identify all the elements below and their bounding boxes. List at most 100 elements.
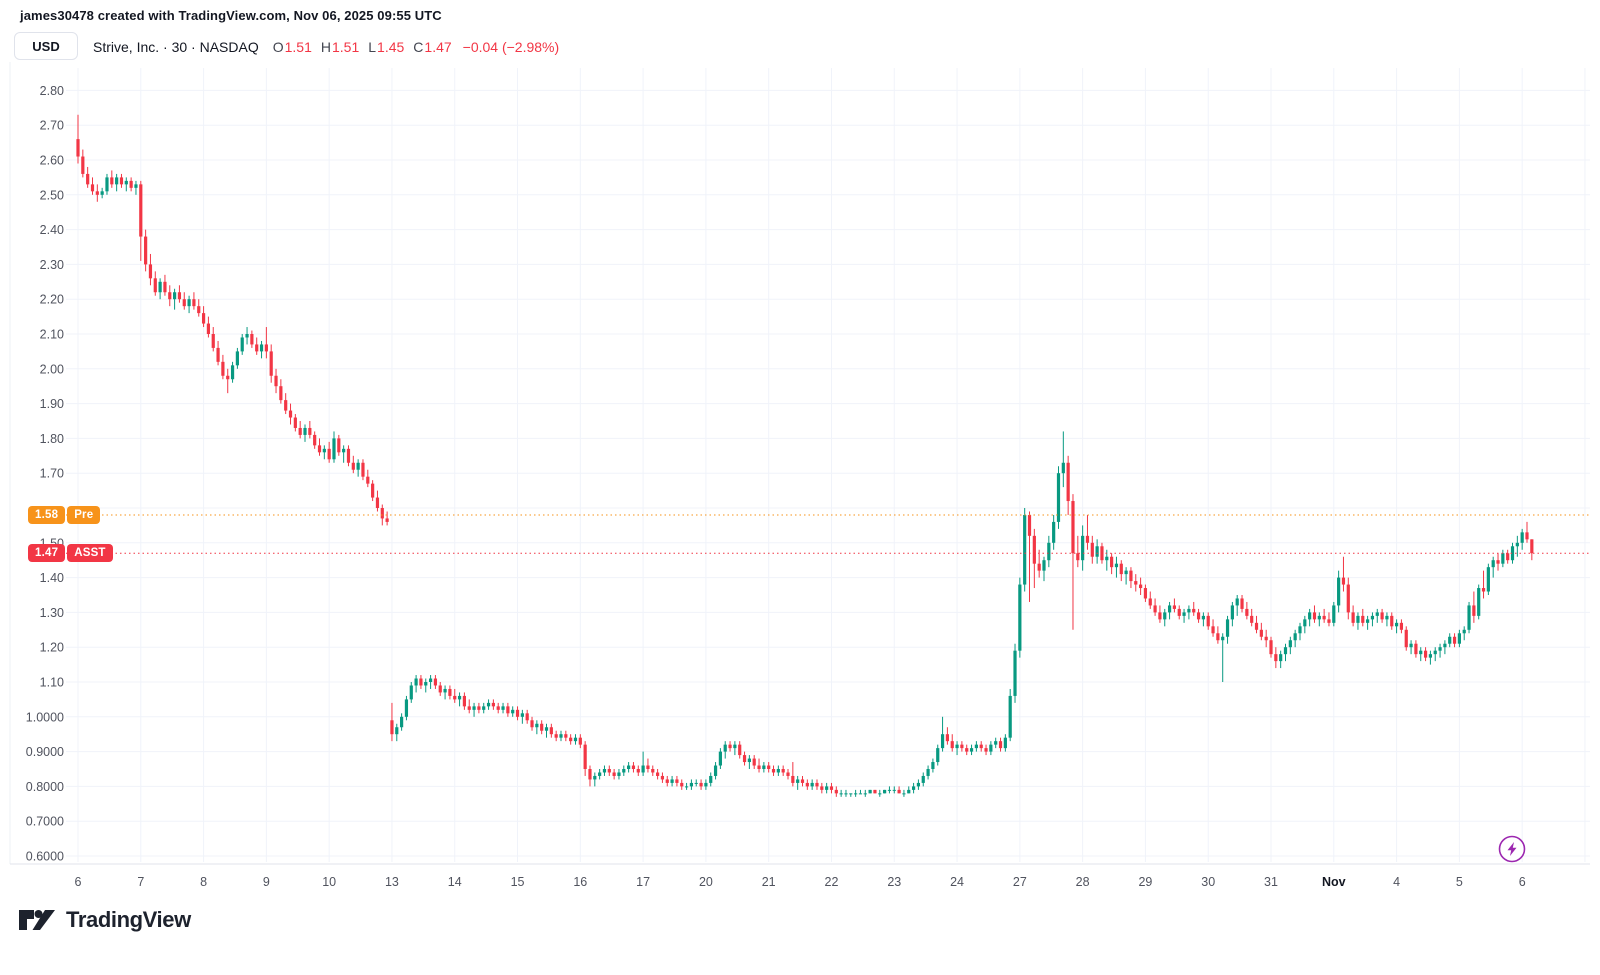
candle-body <box>322 448 326 453</box>
x-axis-label: 16 <box>573 875 587 889</box>
candle-body <box>854 793 858 795</box>
candle-body <box>916 782 921 787</box>
candle-body <box>1501 553 1505 564</box>
candle-body <box>786 772 790 776</box>
candle-body <box>1317 615 1321 620</box>
candle-body <box>863 793 867 795</box>
time-axis[interactable]: 6 7 8 9 10 13 14 15 16 17 20 21 22 23 24 27 28 29 30 31 Nov 4… <box>75 875 1526 889</box>
candle-body <box>298 427 302 435</box>
y-axis-tick: 2.50 <box>40 188 64 202</box>
candle-body <box>158 281 162 293</box>
candle-body <box>607 769 611 773</box>
price-axis[interactable]: 2.80 2.70 2.60 2.50 2.40 2.30 2.20 2.10 2.00 1.90… <box>26 84 64 864</box>
x-axis-label: 21 <box>762 875 776 889</box>
candle-body <box>467 706 471 710</box>
candle-body <box>1467 605 1471 630</box>
candle-body <box>105 177 109 192</box>
candle-body <box>1153 605 1157 613</box>
candle-body <box>1457 633 1461 644</box>
candle-body <box>419 678 423 686</box>
candle-body <box>356 462 360 470</box>
y-axis-tick: 0.9000 <box>26 745 64 759</box>
x-axis-label: 22 <box>825 875 839 889</box>
candle-body <box>1510 546 1515 561</box>
x-axis-label: 9 <box>263 875 270 889</box>
x-axis-label: 27 <box>1013 875 1027 889</box>
tradingview-branding[interactable]: TradingView <box>18 905 191 935</box>
candle-body <box>1124 570 1128 575</box>
candle-body <box>1235 598 1239 606</box>
candle-body <box>1312 612 1317 620</box>
candle-body <box>95 191 99 195</box>
candle-body <box>704 782 708 787</box>
candle-body <box>762 765 766 769</box>
tradingview-logo-text: TradingView <box>66 907 191 932</box>
candle-body <box>984 748 988 752</box>
candle-body <box>1139 584 1143 589</box>
candle-body <box>313 434 317 446</box>
candle-body <box>1081 535 1085 561</box>
candle-body <box>1438 647 1442 651</box>
candle-body <box>1196 612 1201 620</box>
candle-body <box>433 678 438 686</box>
candle-body <box>1225 619 1230 637</box>
candle-body <box>1404 629 1408 648</box>
candle-body <box>259 344 264 352</box>
candle-body <box>1056 473 1061 522</box>
candle-body <box>168 292 172 300</box>
x-axis-label: 23 <box>887 875 901 889</box>
x-axis-label: 31 <box>1264 875 1278 889</box>
candle-body <box>1448 636 1452 644</box>
y-axis-tick: 1.10 <box>40 676 64 690</box>
candle-body <box>197 306 201 314</box>
x-axis-label: 6 <box>75 875 82 889</box>
candle-body <box>361 462 365 477</box>
x-axis-label: 29 <box>1138 875 1152 889</box>
candle-body <box>148 264 153 279</box>
candle-body <box>776 769 780 773</box>
candle-body <box>1428 654 1432 658</box>
candle-body <box>457 695 462 700</box>
candle-body <box>453 695 457 700</box>
candle-body <box>752 758 756 766</box>
candle-body <box>1090 542 1094 557</box>
candle-body <box>1419 650 1423 655</box>
candle-body <box>549 727 553 735</box>
candle-body <box>757 765 761 769</box>
candle-body <box>998 741 1003 749</box>
symbol-title[interactable]: Strive, Inc. · 30 · NASDAQ <box>93 39 259 55</box>
candle-body <box>1390 615 1394 627</box>
x-axis-label: 15 <box>511 875 525 889</box>
candle-body <box>902 793 906 795</box>
candle-body <box>366 476 370 484</box>
ohlc-value: 1.51 <box>284 39 312 55</box>
candle-body <box>163 281 167 293</box>
candle-body <box>781 769 785 773</box>
market-status-icon[interactable] <box>1498 835 1526 863</box>
candle-body <box>153 278 157 293</box>
candle-body <box>829 786 834 790</box>
candle-body <box>1052 521 1056 543</box>
candle-body <box>317 445 322 453</box>
candle-body <box>1008 695 1012 738</box>
x-axis-label: 4 <box>1393 875 1400 889</box>
candle-body <box>858 793 863 795</box>
candle-body <box>926 769 930 776</box>
candle-body <box>1023 514 1027 585</box>
candle-body <box>119 177 124 185</box>
candle-body <box>718 751 722 766</box>
candle-body <box>1066 462 1070 502</box>
candle-body <box>834 789 838 794</box>
candle-body <box>525 713 529 721</box>
candle-body <box>206 323 211 334</box>
y-axis-tick: 2.80 <box>40 84 64 98</box>
candle-body <box>1409 643 1413 648</box>
candle-body <box>747 758 751 763</box>
ohlc-label: C <box>413 39 424 55</box>
candle-body <box>825 786 829 790</box>
candle-body <box>1158 612 1162 620</box>
currency-toggle-button[interactable]: USD <box>14 32 78 60</box>
candle-body <box>1047 542 1051 561</box>
